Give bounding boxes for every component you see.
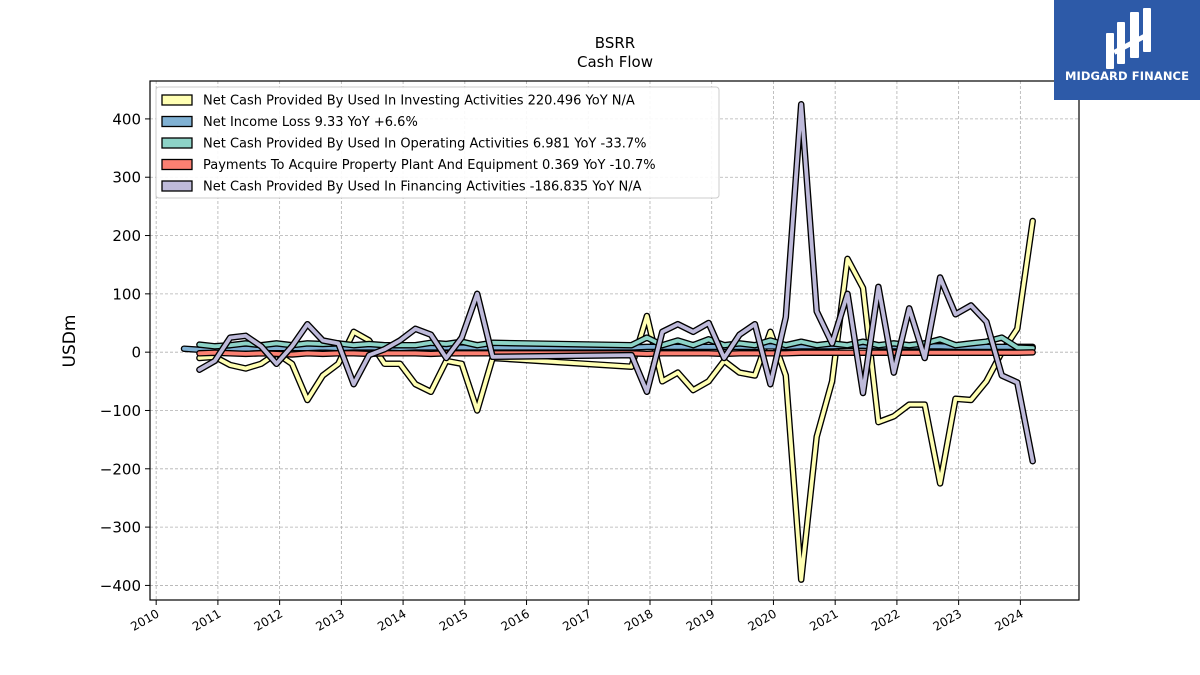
legend-label-2: Net Income Loss 9.33 YoY +6.6% [203, 115, 418, 130]
x-tick-label: 2020 [745, 606, 778, 633]
x-tick-label: 2021 [807, 606, 840, 633]
x-tick-label: 2024 [992, 606, 1025, 633]
y-tick-labels: −400 −300 −200 −100 0 100 200 300 400 [100, 110, 150, 595]
x-tick-label: 2018 [622, 606, 655, 633]
x-tick-label: 2019 [684, 606, 717, 633]
series-line-1 [197, 219, 1035, 582]
y-tick-label: 400 [112, 110, 141, 128]
logo-mark-icon [1106, 8, 1151, 69]
x-tick-label: 2015 [437, 606, 470, 633]
legend: Net Cash Provided By Used In Investing A… [155, 86, 720, 199]
chart-subtitle: Cash Flow [577, 53, 653, 71]
y-tick-label: −400 [100, 577, 141, 595]
x-tick-labels: 2010 2011 2012 2013 2014 2015 2016 2017 2018 2019… [128, 600, 1026, 634]
y-tick-label: −100 [100, 402, 141, 420]
series-line-5 [197, 102, 1035, 464]
y-tick-label: −200 [100, 460, 141, 478]
y-tick-label: 200 [112, 227, 141, 245]
x-tick-label: 2010 [128, 606, 161, 633]
x-tick-label: 2014 [375, 606, 408, 633]
x-tick-label: 2011 [190, 606, 223, 633]
legend-swatch-2 [161, 115, 193, 128]
series-outline-1 [196, 217, 1036, 583]
legend-label-4: Payments To Acquire Property Plant And E… [203, 158, 656, 173]
y-axis-label: USDm [60, 315, 80, 368]
series-line-4 [197, 350, 1035, 357]
x-tick-label: 2016 [499, 606, 532, 633]
midgard-finance-logo: MIDGARD FINANCE [1054, 0, 1200, 100]
legend-swatch-5 [161, 180, 193, 192]
y-tick-label: 300 [112, 169, 141, 187]
series-lines [180, 101, 1036, 583]
logo-text: MIDGARD FINANCE [1064, 69, 1190, 83]
y-tick-label: 100 [112, 285, 141, 303]
y-tick-label: −300 [100, 519, 141, 537]
x-tick-label: 2012 [252, 606, 285, 633]
legend-swatch-4 [161, 158, 193, 171]
legend-label-3: Net Cash Provided By Used In Operating A… [203, 137, 646, 152]
legend-swatch-1 [161, 94, 193, 106]
plot-frame [149, 80, 1080, 601]
series-line-3 [197, 335, 1035, 351]
x-tick-label: 2023 [931, 606, 964, 633]
legend-label-1: Net Cash Provided By Used In Investing A… [203, 94, 635, 109]
legend-label-5: Net Cash Provided By Used In Financing A… [203, 180, 642, 195]
x-tick-label: 2017 [560, 606, 593, 633]
y-tick-label: 0 [131, 344, 141, 362]
legend-box [155, 86, 720, 199]
x-tick-label: 2022 [869, 606, 902, 633]
legend-swatch-3 [161, 137, 193, 149]
x-tick-label: 2013 [313, 606, 346, 633]
chart-title: BSRR [595, 34, 635, 52]
